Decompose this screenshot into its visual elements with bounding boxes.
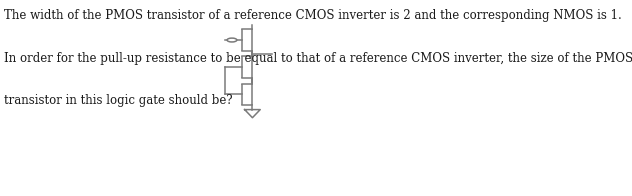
- Text: In order for the pull-up resistance to be equal to that of a reference CMOS inve: In order for the pull-up resistance to b…: [4, 52, 632, 65]
- Text: transistor in this logic gate should be?: transistor in this logic gate should be?: [4, 94, 233, 107]
- Text: The width of the PMOS transistor of a reference CMOS inverter is 2 and the corre: The width of the PMOS transistor of a re…: [4, 9, 622, 22]
